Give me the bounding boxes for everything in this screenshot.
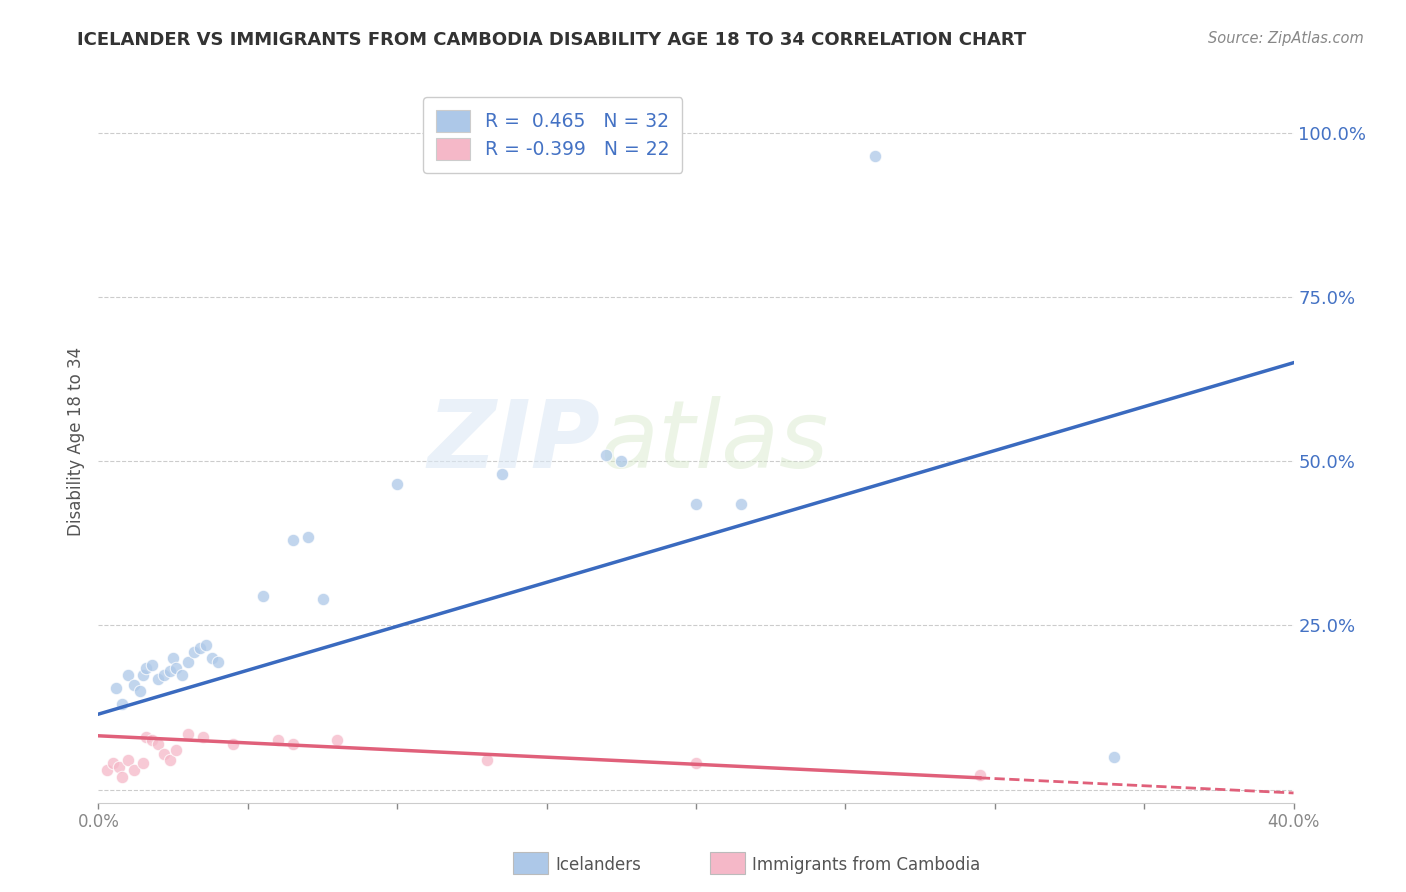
Point	[141, 657, 163, 672]
Point	[132, 756, 155, 771]
Point	[141, 733, 163, 747]
Point	[685, 497, 707, 511]
Point	[207, 655, 229, 669]
Point	[135, 730, 157, 744]
Text: ICELANDER VS IMMIGRANTS FROM CAMBODIA DISABILITY AGE 18 TO 34 CORRELATION CHART: ICELANDER VS IMMIGRANTS FROM CAMBODIA DI…	[77, 31, 1026, 49]
Point	[148, 737, 170, 751]
Point	[730, 497, 752, 511]
Point	[165, 661, 187, 675]
Point	[191, 730, 214, 744]
Text: ZIP: ZIP	[427, 395, 600, 488]
Point	[96, 763, 118, 777]
Point	[326, 733, 349, 747]
Point	[108, 760, 131, 774]
Point	[103, 756, 125, 771]
Point	[281, 737, 304, 751]
Point	[124, 763, 146, 777]
Point	[135, 661, 157, 675]
Point	[165, 743, 187, 757]
Point	[132, 667, 155, 681]
Legend: R =  0.465   N = 32, R = -0.399   N = 22: R = 0.465 N = 32, R = -0.399 N = 22	[423, 97, 682, 173]
Point	[222, 737, 245, 751]
Point	[188, 641, 211, 656]
Point	[595, 448, 617, 462]
Point	[159, 665, 181, 679]
Point	[105, 681, 128, 695]
Point	[177, 727, 200, 741]
Point	[252, 589, 274, 603]
Point	[162, 651, 184, 665]
Point	[311, 592, 333, 607]
Point	[172, 667, 194, 681]
Point	[153, 747, 176, 761]
Point	[117, 753, 139, 767]
Point	[111, 770, 134, 784]
Point	[153, 667, 176, 681]
Point	[969, 768, 991, 782]
Point	[195, 638, 218, 652]
Point	[129, 684, 152, 698]
Point	[685, 756, 707, 771]
Point	[610, 454, 633, 468]
Point	[183, 645, 205, 659]
Point	[177, 655, 200, 669]
Point	[124, 677, 146, 691]
Point	[297, 530, 319, 544]
Text: Source: ZipAtlas.com: Source: ZipAtlas.com	[1208, 31, 1364, 46]
Point	[865, 149, 887, 163]
Point	[117, 667, 139, 681]
Point	[475, 753, 498, 767]
Point	[1104, 749, 1126, 764]
Point	[201, 651, 224, 665]
Point	[159, 753, 181, 767]
Text: atlas: atlas	[600, 396, 828, 487]
Point	[267, 733, 290, 747]
Point	[148, 673, 170, 687]
Point	[385, 477, 409, 491]
Point	[281, 533, 304, 547]
Text: Immigrants from Cambodia: Immigrants from Cambodia	[752, 856, 980, 874]
Point	[111, 698, 134, 712]
Point	[491, 467, 513, 482]
Y-axis label: Disability Age 18 to 34: Disability Age 18 to 34	[66, 347, 84, 536]
Text: Icelanders: Icelanders	[555, 856, 641, 874]
